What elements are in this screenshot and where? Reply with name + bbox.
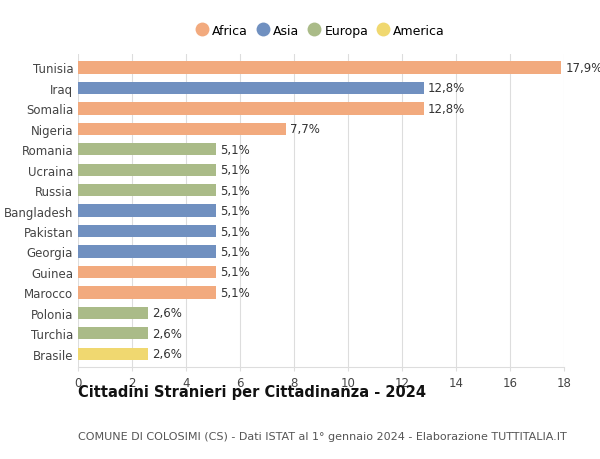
- Text: 5,1%: 5,1%: [220, 144, 250, 157]
- Text: 2,6%: 2,6%: [152, 347, 182, 360]
- Bar: [78, 205, 216, 217]
- Bar: [78, 286, 216, 299]
- Bar: [78, 144, 216, 156]
- Text: 5,1%: 5,1%: [220, 286, 250, 299]
- Bar: [78, 83, 424, 95]
- Bar: [78, 307, 148, 319]
- Bar: [78, 164, 216, 176]
- Bar: [78, 225, 216, 238]
- Bar: [78, 327, 148, 340]
- Text: 5,1%: 5,1%: [220, 246, 250, 258]
- Bar: [78, 62, 562, 74]
- Bar: [78, 348, 148, 360]
- Text: 7,7%: 7,7%: [290, 123, 320, 136]
- Text: 2,6%: 2,6%: [152, 307, 182, 319]
- Text: Cittadini Stranieri per Cittadinanza - 2024: Cittadini Stranieri per Cittadinanza - 2…: [78, 384, 426, 399]
- Bar: [78, 185, 216, 197]
- Text: 5,1%: 5,1%: [220, 266, 250, 279]
- Text: 12,8%: 12,8%: [428, 103, 465, 116]
- Text: 5,1%: 5,1%: [220, 164, 250, 177]
- Bar: [78, 266, 216, 279]
- Text: COMUNE DI COLOSIMI (CS) - Dati ISTAT al 1° gennaio 2024 - Elaborazione TUTTITALI: COMUNE DI COLOSIMI (CS) - Dati ISTAT al …: [78, 431, 567, 441]
- Text: 12,8%: 12,8%: [428, 82, 465, 95]
- Text: 2,6%: 2,6%: [152, 327, 182, 340]
- Bar: [78, 246, 216, 258]
- Legend: Africa, Asia, Europa, America: Africa, Asia, Europa, America: [193, 21, 449, 41]
- Text: 5,1%: 5,1%: [220, 184, 250, 197]
- Text: 17,9%: 17,9%: [565, 62, 600, 75]
- Bar: [78, 103, 424, 115]
- Text: 5,1%: 5,1%: [220, 205, 250, 218]
- Text: 5,1%: 5,1%: [220, 225, 250, 238]
- Bar: [78, 123, 286, 136]
